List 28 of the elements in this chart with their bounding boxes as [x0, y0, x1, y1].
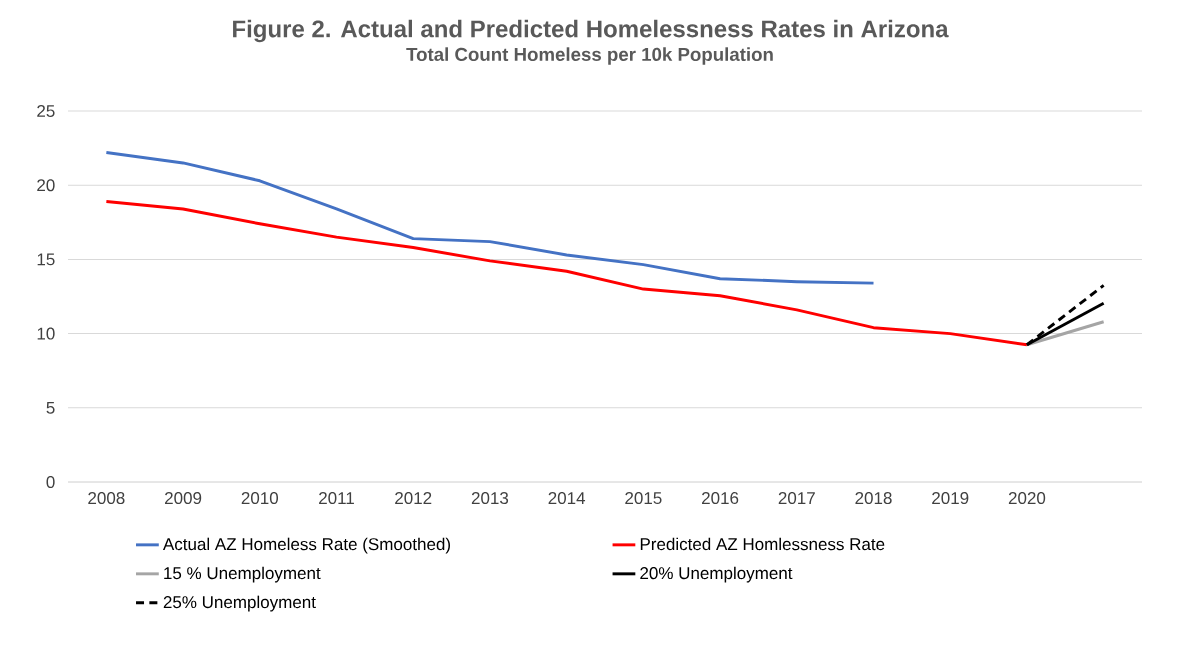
- x-tick-label: 2014: [548, 492, 586, 505]
- x-tick-label: 2008: [88, 492, 125, 505]
- x-tick-label: 2015: [625, 492, 662, 505]
- legend-label: 15 % Unemployment: [164, 566, 321, 583]
- legend-label: 25% Unemployment: [163, 595, 316, 612]
- chart-title: Figure 2. Actual and Predicted Homelessness Rates in Arizona: [233, 19, 949, 43]
- x-tick-label: 2020: [1008, 492, 1046, 505]
- x-tick-label: 2019: [932, 492, 969, 505]
- x-tick-label: 2018: [855, 492, 892, 505]
- x-tick-label: 2017: [778, 492, 815, 505]
- x-tick-label: 2012: [395, 492, 432, 505]
- legend-label: 20% Unemployment: [640, 566, 793, 583]
- x-tick-label: 2016: [702, 492, 739, 505]
- x-tick-label: 2009: [165, 492, 202, 505]
- chart-subtitle: Total Count Homeless per 10k Population: [406, 47, 773, 65]
- y-tick-label: 15: [37, 253, 55, 266]
- legend-label: Actual AZ Homeless Rate (Smoothed): [162, 537, 450, 554]
- y-tick-label: 5: [46, 401, 55, 414]
- x-tick-label: 2010: [241, 492, 279, 505]
- y-tick-label: 10: [37, 327, 55, 340]
- x-tick-label: 2013: [471, 492, 509, 505]
- legend-label: Predicted AZ Homlessness Rate: [640, 537, 885, 551]
- line-series: [104, 200, 1029, 347]
- y-tick-label: 25: [37, 104, 55, 118]
- line-series: [104, 151, 875, 285]
- y-tick-label: 20: [37, 179, 55, 192]
- x-tick-label: 2011: [319, 492, 354, 505]
- y-tick-label: 0: [46, 475, 55, 489]
